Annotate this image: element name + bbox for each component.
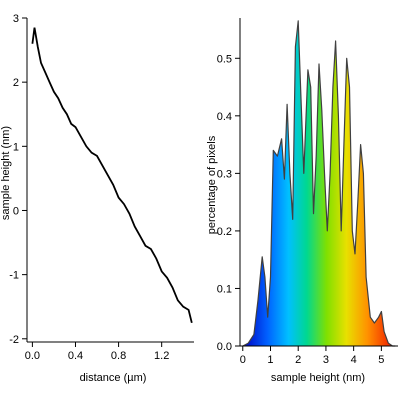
- right-plot-area: [242, 20, 396, 347]
- right-y-tick-label: 0.4: [217, 111, 232, 123]
- right-y-tick-label: 0.2: [217, 226, 232, 238]
- left-x-axis-label: distance (µm): [80, 372, 147, 384]
- right-x-tick-label: 1: [267, 354, 273, 366]
- right-x-tick-label: 5: [378, 354, 384, 366]
- left-x-tick-label: 1.2: [154, 350, 169, 362]
- right-y-tick-label: 0.1: [217, 283, 232, 295]
- right-y-tick-label: 0.0: [217, 341, 232, 353]
- left-x-tick-label: 0.8: [111, 350, 126, 362]
- left-y-tick-label: -2: [9, 334, 19, 346]
- left-y-tick-label: 2: [13, 77, 19, 89]
- right-histogram-plot: 0 1 2 3 4 5 0.0 0.1 0.2 0.3 0.4 0.5 sample height …: [206, 18, 398, 384]
- right-x-tick-label: 4: [351, 354, 357, 366]
- right-y-tick-label: 0.3: [217, 168, 232, 180]
- right-y-tick-label: 0.5: [217, 53, 232, 65]
- left-y-axis-label: sample height (nm): [0, 126, 12, 220]
- right-y-ticks: 0.0 0.1 0.2 0.3 0.4 0.5: [217, 53, 240, 353]
- left-x-tick-label: 0.4: [68, 350, 83, 362]
- right-x-ticks: 0 1 2 3 4 5: [240, 346, 384, 366]
- left-y-tick-label: 0: [13, 205, 19, 217]
- height-profile-line: [31, 27, 193, 324]
- left-x-ticks: 0.0 0.4 0.8 1.2: [25, 342, 169, 362]
- right-y-axis-label: percentage of pixels: [206, 135, 218, 234]
- right-x-tick-label: 3: [323, 354, 329, 366]
- left-line-plot: 0.0 0.4 0.8 1.2 -2 -1 0 1 2 3 distance (µm) samp…: [0, 13, 194, 384]
- histogram-area-fill: [242, 20, 396, 347]
- left-x-tick-label: 0.0: [25, 350, 40, 362]
- left-y-tick-label: -1: [9, 270, 19, 282]
- right-x-tick-label: 0: [240, 354, 246, 366]
- left-y-tick-label: 3: [13, 13, 19, 25]
- left-y-ticks: -2 -1 0 1 2 3: [9, 13, 27, 346]
- left-plot-area: [31, 27, 193, 324]
- left-y-tick-label: 1: [13, 141, 19, 153]
- right-x-tick-label: 2: [295, 354, 301, 366]
- histogram-outline: [242, 20, 396, 347]
- right-x-axis-label: sample height (nm): [271, 372, 365, 384]
